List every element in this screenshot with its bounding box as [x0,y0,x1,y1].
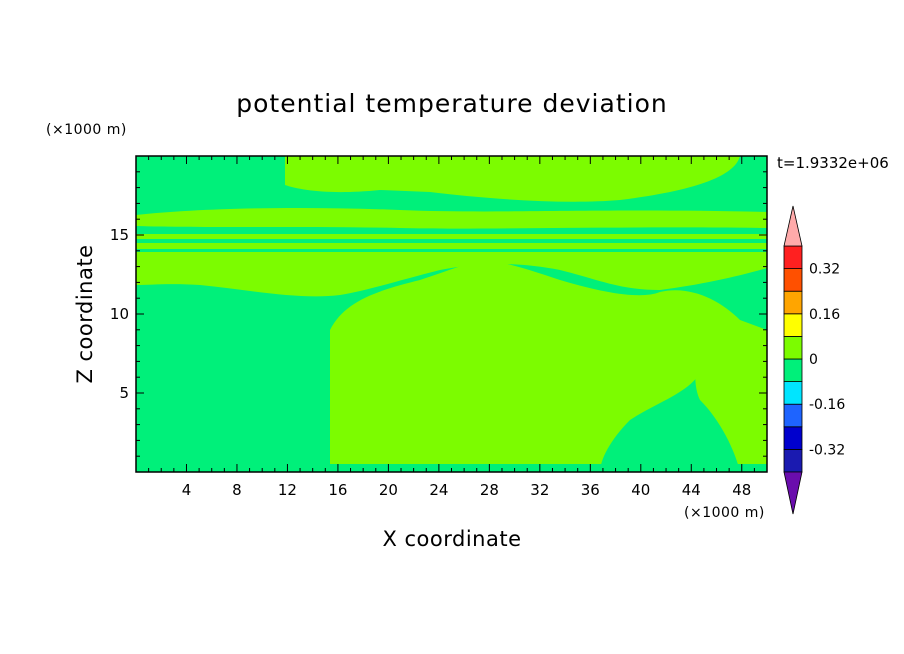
colorbar-upper-arrow [783,205,803,247]
colorbar-swatch [783,335,803,360]
x-tick-label: 12 [278,481,297,499]
upper-warm-band [136,207,767,229]
x-tick-label: 36 [581,481,600,499]
time-label: t=1.9332e+06 [777,154,889,172]
x-axis-unit: (×1000 m) [684,505,765,521]
x-tick-label: 28 [480,481,499,499]
colorbar-lower-arrow [783,471,803,515]
x-tick-label: 40 [631,481,650,499]
colorbar-tick-label: 0.16 [809,307,840,323]
colorbar-swatch [783,245,803,270]
colorbar-swatch [783,381,803,405]
y-axis-ticks: 5 10 15 [110,171,767,457]
colorbar-swatch [783,290,803,315]
central-warm-dome [330,260,705,472]
colorbar-tick-label: 0 [809,352,818,368]
y-axis-label: Z coordinate [73,244,97,383]
colorbar-swatch [783,313,803,337]
colorbar-swatch [783,448,803,473]
colorbar-swatch [783,358,803,383]
upper-warm-layer [285,156,740,202]
y-tick-label: 15 [110,226,129,244]
y-axis-unit: (×1000 m) [46,122,127,138]
colorbar-tick-label: -0.16 [809,397,845,413]
x-tick-label: 48 [732,481,751,499]
x-tick-label: 4 [182,481,192,499]
x-axis-ticks: 4 8 12 16 20 24 28 32 36 40 44 48 [148,156,755,499]
mid-warm-layer [136,252,767,297]
y-tick-label: 5 [119,384,129,402]
x-tick-label: 20 [379,481,398,499]
band-15km-warm [136,234,767,239]
colorbar-tick-label: 0.32 [809,262,840,278]
chart-title: potential temperature deviation [236,89,667,118]
plot-area [135,155,768,473]
right-warm-lobe [660,290,767,472]
colorbar-swatch [783,403,803,428]
colorbar: 0.32 0.16 0 -0.16 -0.32 [783,205,845,515]
colorbar-tick-label: -0.32 [809,442,845,458]
x-tick-label: 16 [328,481,347,499]
colorbar-swatch [783,268,803,292]
band-15km-warm-2 [136,243,767,249]
x-tick-label: 32 [530,481,549,499]
colorbar-swatch [783,426,803,450]
x-axis-label: X coordinate [382,527,521,551]
x-tick-label: 24 [429,481,448,499]
y-tick-label: 10 [110,305,129,323]
x-tick-label: 44 [682,481,701,499]
x-tick-label: 8 [232,481,242,499]
